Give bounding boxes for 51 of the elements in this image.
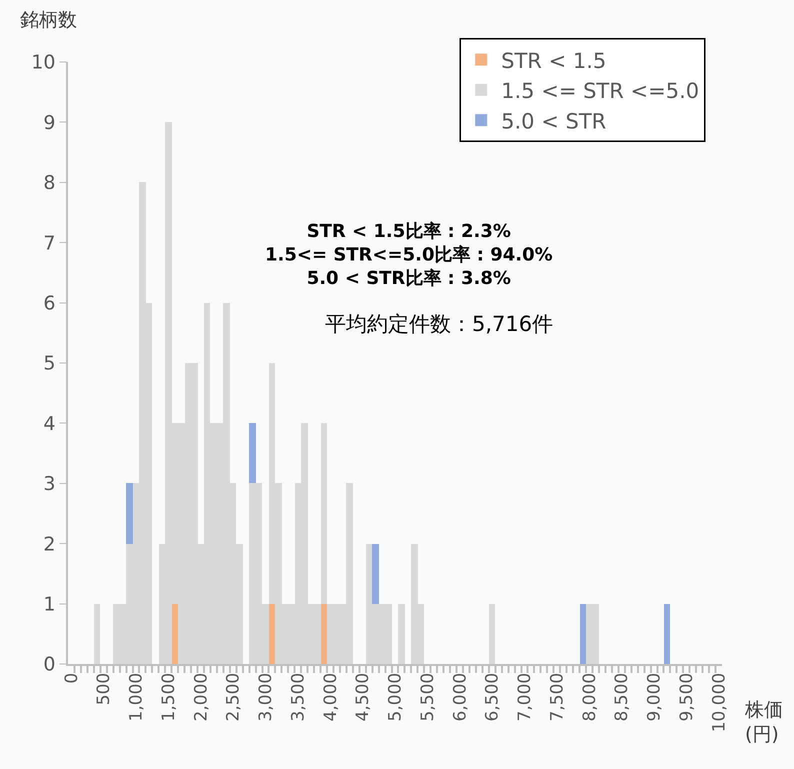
x-tick-label: 5,500 <box>418 672 438 722</box>
x-tick-label: 8,500 <box>612 672 632 722</box>
y-tick-label: 3 <box>43 473 56 496</box>
x-tick-label: 8,000 <box>580 672 600 722</box>
x-tick-label: 2,500 <box>224 672 244 722</box>
bar <box>321 604 327 664</box>
bar <box>249 423 256 483</box>
x-tick-label: 9,000 <box>644 672 665 722</box>
x-tick-label: 9,500 <box>676 672 697 722</box>
x-tick-label: 5,000 <box>386 672 406 722</box>
legend-label: STR < 1.5 <box>501 48 606 73</box>
x-tick-label: 3,000 <box>256 672 276 722</box>
annotation: STR < 1.5比率 : 2.3% 1.5<= STR<=5.0比率 : 94.0% 5.0 < STR比率 : 3.8% <box>265 221 553 289</box>
annotation: 平均約定件数：5,716件 <box>325 312 554 336</box>
x-tick-label: 7,000 <box>515 672 536 722</box>
y-tick-label: 9 <box>43 112 56 134</box>
x-tick-label: 4,500 <box>353 672 374 722</box>
x-axis-title: 株価 (円) <box>744 699 783 746</box>
y-axis-title: 銘柄数 <box>20 9 77 31</box>
y-tick-label: 8 <box>43 172 56 194</box>
x-tick-label: 1,000 <box>126 672 147 722</box>
bar <box>269 604 275 664</box>
y-tick-label: 5 <box>43 352 56 375</box>
bar <box>172 604 178 664</box>
legend-label: 1.5 <= STR <=5.0 <box>501 79 700 104</box>
bar <box>126 483 133 544</box>
x-tick-label: 0 <box>62 672 82 684</box>
y-tick-label: 6 <box>43 292 56 314</box>
y-tick-label: 7 <box>43 232 56 254</box>
x-tick-label: 500 <box>94 672 114 706</box>
bar <box>321 423 327 604</box>
y-tick-label: 0 <box>43 654 56 676</box>
y-tick-label: 1 <box>43 593 56 616</box>
bar <box>664 604 670 664</box>
x-tick-label: 7,500 <box>547 672 568 722</box>
x-tick-label: 6,500 <box>482 672 503 722</box>
x-tick-label: 1,500 <box>158 672 179 722</box>
y-tick-label: 2 <box>43 533 56 556</box>
x-tick-label: 4,000 <box>320 672 341 722</box>
bar <box>372 544 379 604</box>
bar <box>489 604 495 664</box>
x-tick-label: 10,000 <box>709 672 730 732</box>
x-tick-label: 3,500 <box>288 672 308 722</box>
legend-label: 5.0 < STR <box>501 109 606 134</box>
bar <box>580 604 586 664</box>
y-tick-label: 4 <box>43 412 56 435</box>
bar <box>94 604 100 664</box>
bar <box>398 604 405 664</box>
x-tick-label: 6,000 <box>450 672 470 722</box>
x-tick-label: 2,000 <box>191 672 212 722</box>
y-tick-label: 10 <box>31 52 56 74</box>
